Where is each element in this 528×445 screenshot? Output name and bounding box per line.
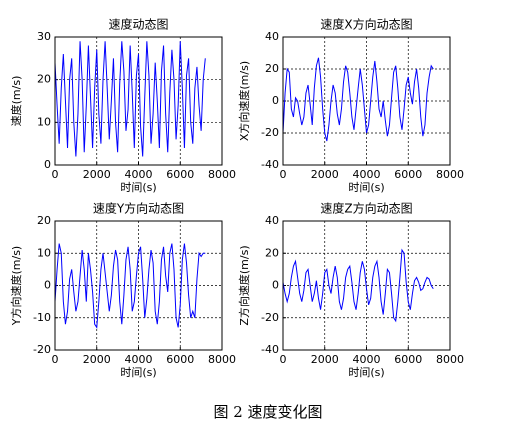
axes-box: [54, 36, 223, 166]
x-tick-label: 4000: [353, 353, 381, 366]
data-line: [54, 243, 206, 329]
y-tick-label: 0: [272, 279, 279, 292]
x-axis-label: 时间(s): [120, 366, 156, 379]
y-tick-label: 20: [37, 214, 51, 227]
x-axis-label: 时间(s): [120, 181, 156, 194]
chart-title: 速度Y方向动态图: [93, 201, 184, 216]
y-tick-label: 30: [37, 30, 51, 43]
x-tick-label: 2000: [83, 353, 111, 366]
y-tick-label: 40: [265, 30, 279, 43]
x-tick-label: 4000: [353, 168, 381, 181]
x-tick-label: 8000: [208, 168, 236, 181]
y-axis-label: Z方向速度(m/s): [237, 245, 251, 325]
x-tick-label: 8000: [208, 353, 236, 366]
y-tick-label: 0: [44, 279, 51, 292]
axes-box: [282, 220, 451, 351]
axes-box: [54, 220, 223, 351]
y-tick-label: -20: [261, 126, 279, 139]
y-tick-label: 0: [272, 94, 279, 107]
y-tick-label: 0: [44, 158, 51, 171]
data-line: [54, 41, 206, 157]
x-tick-label: 4000: [125, 353, 153, 366]
chart-title: 速度Z方向动态图: [320, 201, 412, 216]
y-tick-label: 40: [265, 214, 279, 227]
x-tick-label: 2000: [311, 168, 339, 181]
axes-box: [282, 36, 451, 166]
x-tick-label: 0: [52, 168, 59, 181]
y-axis-label: 速度(m/s): [9, 76, 23, 127]
data-line: [282, 248, 434, 323]
y-tick-label: -10: [33, 311, 51, 324]
caption: 图 2 速度变化图: [213, 403, 322, 421]
x-tick-label: 6000: [394, 168, 422, 181]
x-axis-label: 时间(s): [348, 181, 384, 194]
x-axis-label: 时间(s): [348, 366, 384, 379]
x-tick-label: 6000: [394, 353, 422, 366]
y-tick-label: 20: [265, 246, 279, 259]
x-tick-label: 8000: [436, 168, 464, 181]
data-line: [282, 57, 434, 142]
x-tick-label: 0: [280, 353, 287, 366]
y-tick-label: 10: [37, 246, 51, 259]
x-tick-label: 4000: [125, 168, 153, 181]
x-tick-label: 6000: [166, 168, 194, 181]
chart-title: 速度动态图: [108, 17, 168, 32]
y-tick-label: 20: [37, 73, 51, 86]
y-tick-label: -40: [261, 158, 279, 171]
x-tick-label: 0: [52, 353, 59, 366]
y-axis-label: X方向速度(m/s): [237, 61, 251, 141]
y-axis-label: Y方向速度(m/s): [9, 246, 23, 326]
y-tick-label: -20: [33, 343, 51, 356]
x-tick-label: 2000: [83, 168, 111, 181]
x-tick-label: 0: [280, 168, 287, 181]
x-tick-label: 6000: [166, 353, 194, 366]
chart-title: 速度X方向动态图: [320, 17, 412, 32]
y-tick-label: 10: [37, 115, 51, 128]
y-tick-label: 20: [265, 62, 279, 75]
y-tick-label: -40: [261, 343, 279, 356]
x-tick-label: 2000: [311, 353, 339, 366]
x-tick-label: 8000: [436, 353, 464, 366]
y-tick-label: -20: [261, 311, 279, 324]
